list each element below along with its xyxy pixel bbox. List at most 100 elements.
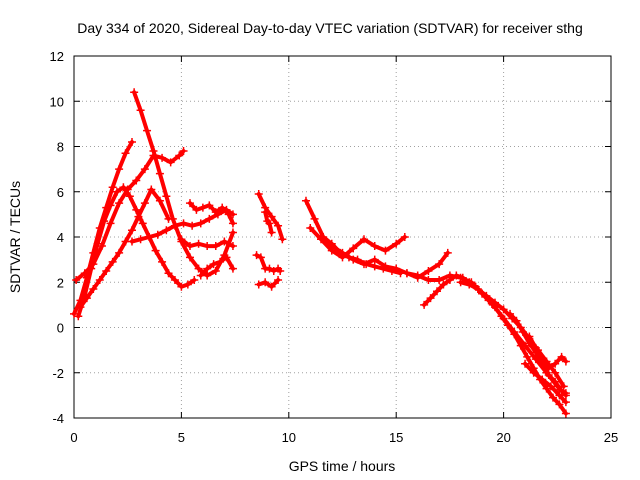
data-point [400, 233, 409, 241]
data-point [381, 246, 390, 255]
data-point [435, 275, 444, 284]
data-point [370, 255, 379, 264]
data-point [87, 264, 96, 273]
series-arc-10 [254, 190, 287, 244]
data-point [203, 264, 212, 273]
series-line [132, 90, 235, 278]
data-point [465, 280, 474, 289]
data-point [93, 239, 102, 248]
series-line [78, 187, 171, 310]
series-arc-13 [261, 208, 276, 237]
y-tick-label: 0 [57, 321, 64, 336]
series-arc-22 [521, 359, 570, 407]
x-tick-label: 5 [178, 430, 185, 445]
data-point [516, 341, 525, 350]
series-arc-7 [185, 199, 237, 228]
data-point [561, 357, 570, 366]
data-point [491, 298, 500, 307]
data-point [274, 221, 283, 230]
series-arc-16 [317, 233, 452, 282]
data-point [349, 255, 358, 264]
y-tick-label: 10 [50, 94, 64, 109]
y-tick-label: 2 [57, 275, 64, 290]
series-line [422, 273, 568, 416]
data-point [76, 303, 85, 312]
data-point [482, 291, 491, 300]
data-point [456, 278, 465, 287]
data-point [499, 305, 508, 314]
series-line [198, 255, 235, 278]
data-point [130, 88, 139, 97]
data-point [136, 106, 145, 115]
x-tick-label: 0 [70, 430, 77, 445]
data-point [349, 244, 358, 253]
data-point [147, 185, 156, 194]
data-point [196, 271, 205, 280]
data-point [80, 269, 89, 278]
data-point [179, 219, 188, 228]
series-arc-9 [196, 253, 237, 280]
data-point [549, 393, 558, 402]
data-point [276, 266, 285, 275]
data-point [370, 242, 379, 251]
data-point [119, 183, 128, 192]
series-arc-4 [74, 183, 199, 321]
data-point [203, 242, 212, 251]
data-point [274, 275, 283, 284]
series-line [523, 361, 568, 405]
data-point [70, 309, 78, 318]
data-point [190, 275, 199, 284]
data-point [155, 169, 164, 178]
data-point [149, 151, 158, 160]
data-point [198, 203, 207, 212]
data-point [458, 273, 467, 282]
data-point [435, 260, 444, 269]
data-point [183, 280, 192, 289]
data-point [557, 352, 566, 361]
data-point [546, 382, 555, 391]
series-arc-8 [177, 235, 237, 251]
data-point [185, 253, 194, 262]
series-arc-11 [252, 251, 285, 275]
data-point [177, 235, 186, 244]
y-tick-label: 8 [57, 140, 64, 155]
data-point [179, 147, 188, 156]
data-point [228, 219, 237, 228]
data-point [267, 282, 276, 291]
data-point [555, 391, 564, 400]
y-tick-label: 6 [57, 185, 64, 200]
data-point [108, 183, 117, 192]
data-point [254, 190, 263, 199]
data-point [153, 230, 162, 239]
data-point [433, 287, 442, 296]
data-point [185, 199, 194, 208]
data-point [261, 208, 270, 217]
data-point [100, 217, 109, 226]
data-point [538, 355, 547, 364]
data-point [443, 248, 452, 257]
data-point [115, 248, 124, 257]
data-point [136, 235, 145, 244]
data-point [106, 219, 115, 228]
data-point [426, 294, 435, 303]
data-point [557, 386, 566, 395]
data-point [359, 235, 368, 244]
data-point [82, 294, 91, 303]
data-point [127, 137, 136, 146]
data-point [89, 285, 98, 294]
data-point [196, 219, 205, 228]
data-point [192, 205, 201, 214]
data-point [420, 300, 429, 309]
data-point [306, 223, 315, 232]
data-point [559, 382, 568, 391]
data-point [145, 233, 154, 241]
y-tick-label: -2 [52, 366, 64, 381]
data-point [218, 203, 227, 212]
data-point [224, 210, 233, 219]
data-point [551, 377, 560, 386]
data-point [544, 371, 553, 380]
data-point [525, 332, 534, 341]
data-point [115, 165, 124, 174]
data-point [162, 226, 171, 235]
data-point [265, 264, 274, 273]
